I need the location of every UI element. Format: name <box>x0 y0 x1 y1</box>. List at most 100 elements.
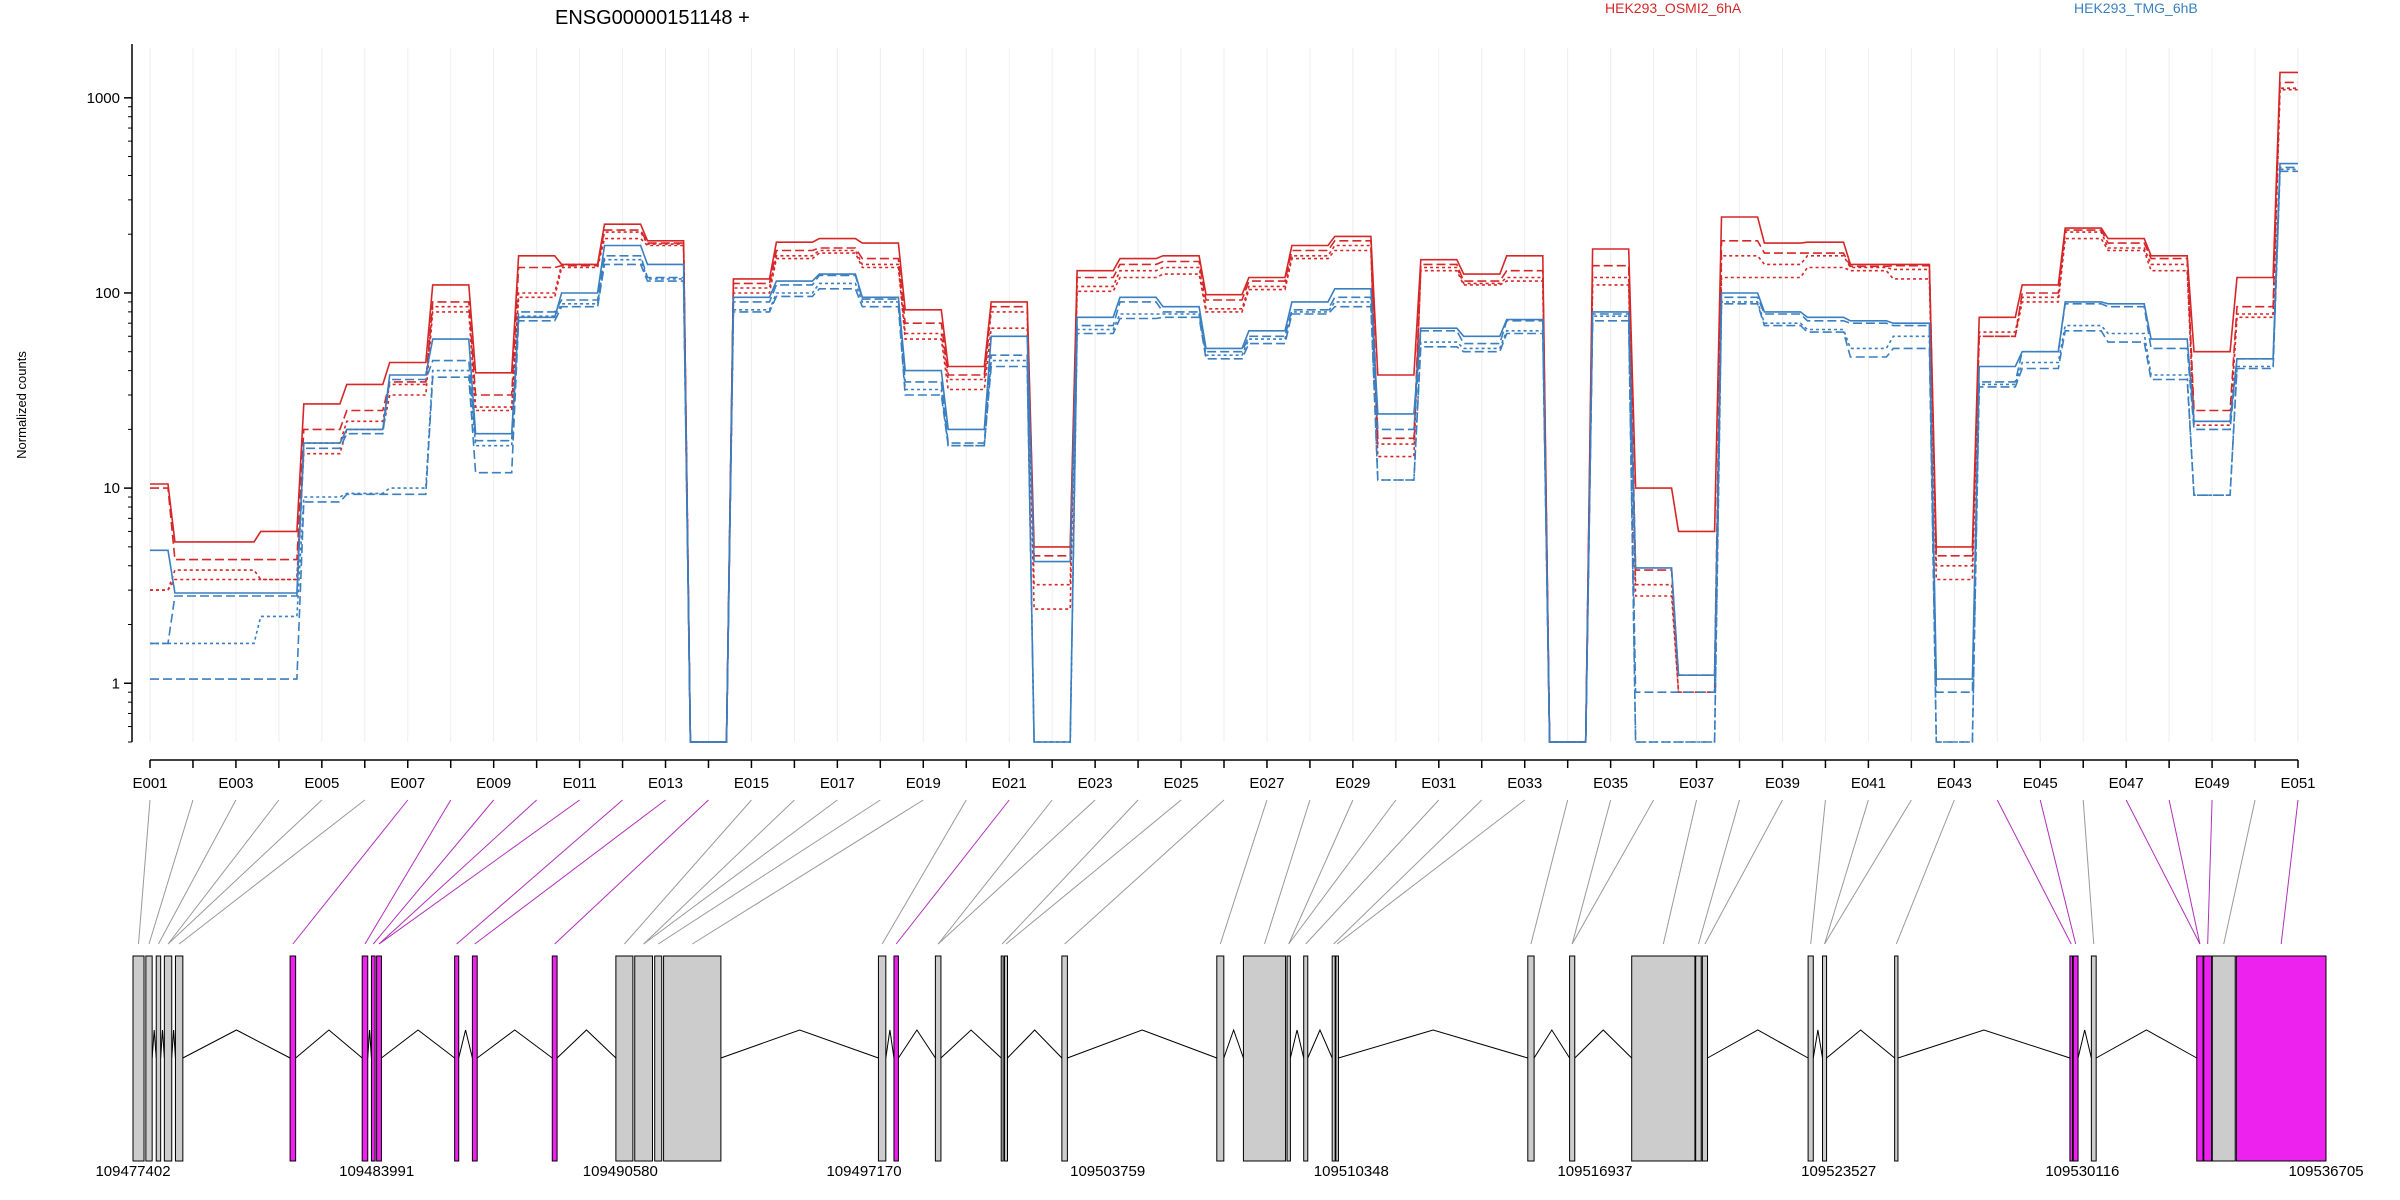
exon-label: E009 <box>476 775 511 792</box>
exon-box <box>1331 955 1336 1162</box>
y-tick-label: 1 <box>112 675 120 692</box>
series-line <box>150 166 2298 743</box>
exon-connector <box>167 799 280 945</box>
series-line <box>150 168 2298 743</box>
series-line <box>150 71 2298 743</box>
exon-connector <box>1288 799 1397 945</box>
exon-connector <box>372 799 495 945</box>
exon-connector <box>474 799 666 945</box>
intron-line <box>160 1029 165 1059</box>
intron-line <box>1289 1029 1305 1059</box>
exon-box <box>1000 955 1004 1162</box>
exon-box <box>1242 955 1287 1162</box>
exon-connector <box>292 799 409 945</box>
exon-connector <box>1810 799 1826 945</box>
exon-connector <box>158 799 237 945</box>
exon-box <box>1286 955 1291 1162</box>
exon-box <box>361 955 369 1162</box>
exon-box <box>654 955 663 1162</box>
exon-label: E011 <box>563 775 597 792</box>
y-axis: 1 10 100 1000 <box>87 44 133 743</box>
y-tick-label: 10 <box>103 480 120 497</box>
exon-label: E031 <box>1421 775 1456 792</box>
series-line <box>150 81 2298 743</box>
exon-connector <box>456 799 623 945</box>
exon-box <box>634 955 653 1162</box>
y-tick-label: 1000 <box>87 90 120 107</box>
exon-box <box>2203 955 2213 1162</box>
chart-title: ENSG00000151148 + <box>555 7 750 29</box>
intron-line <box>2095 1029 2197 1059</box>
exon-label: E035 <box>1593 775 1628 792</box>
exon-connector <box>2039 799 2077 945</box>
exon-connector <box>1219 799 1268 945</box>
exon-connector <box>657 799 881 945</box>
exon-connector <box>1064 799 1225 945</box>
exon-box <box>1335 955 1339 1162</box>
exon-connector <box>937 799 1053 945</box>
exon-box <box>1004 955 1008 1162</box>
exon-box <box>2069 955 2074 1162</box>
exon-box <box>454 955 460 1162</box>
exon-connector <box>2168 799 2201 945</box>
exon-connector <box>1005 799 1182 945</box>
series-line <box>150 170 2298 743</box>
exon-connector <box>1305 799 1440 945</box>
exon-box <box>615 955 634 1162</box>
exon-axis: E001 E003 E005 E007 E009 E011 E013 E015 E017 E019… <box>132 759 2316 792</box>
exon-connector <box>1704 799 1783 945</box>
exon-label: E029 <box>1335 775 1370 792</box>
exon-box <box>1701 955 1709 1162</box>
exon-connector <box>178 799 366 945</box>
exon-connector <box>378 799 537 945</box>
exon-box <box>1216 955 1225 1162</box>
series-line <box>150 88 2298 743</box>
exon-label: E025 <box>1164 775 1199 792</box>
exon-connector <box>1824 799 1912 945</box>
intron-line <box>182 1029 291 1059</box>
exon-label: E007 <box>390 775 425 792</box>
genomic-coordinate-label: 109516937 <box>1557 1163 1632 1180</box>
exon-box <box>145 955 153 1162</box>
exon-connector <box>1333 799 1483 945</box>
intron-line <box>1223 1028 1244 1059</box>
exon-box <box>163 955 173 1162</box>
genomic-coordinate-label: 109477402 <box>95 1163 170 1180</box>
series-lines <box>150 71 2298 743</box>
intron-line <box>556 1029 617 1059</box>
intron-line <box>1007 1029 1063 1059</box>
exon-connector <box>2207 799 2213 945</box>
exon-connector <box>554 799 709 945</box>
legend-entry-tmg: HEK293_TMG_6hB <box>2074 0 2198 16</box>
exon-label: E045 <box>2023 775 2058 792</box>
exon-connector <box>624 799 752 945</box>
exon-box <box>1061 955 1068 1162</box>
intron-line <box>1826 1029 1895 1059</box>
exon-box <box>1695 955 1702 1162</box>
exon-connector <box>1264 799 1311 945</box>
intron-line <box>295 1029 363 1059</box>
intron-line <box>171 1029 176 1059</box>
intron-line <box>897 1029 936 1059</box>
exon-box <box>1894 955 1899 1162</box>
intron-line <box>2077 1029 2092 1059</box>
exon-connector <box>643 799 838 945</box>
exon-connector <box>138 799 151 945</box>
intron-line <box>1707 1029 1809 1059</box>
intron-line <box>1307 1028 1333 1059</box>
exon-label: E021 <box>992 775 1027 792</box>
exon-box <box>893 955 899 1162</box>
intron-line <box>151 1029 157 1059</box>
intron-line <box>1533 1029 1571 1059</box>
intron-line <box>720 1029 879 1059</box>
exon-box <box>471 955 478 1162</box>
genomic-coordinate-axis: 109477402 109483991 109490580 109497170 1095… <box>95 1163 2363 1180</box>
exon-box <box>370 955 376 1162</box>
genomic-coordinate-label: 109536705 <box>2288 1163 2363 1180</box>
genomic-coordinate-label: 109523527 <box>1801 1163 1876 1180</box>
exon-connector <box>1824 799 1869 945</box>
exon-connector <box>1662 799 1698 945</box>
exon-box <box>289 955 297 1162</box>
gene-model <box>132 955 2327 1162</box>
exon-connector <box>1336 799 1526 945</box>
